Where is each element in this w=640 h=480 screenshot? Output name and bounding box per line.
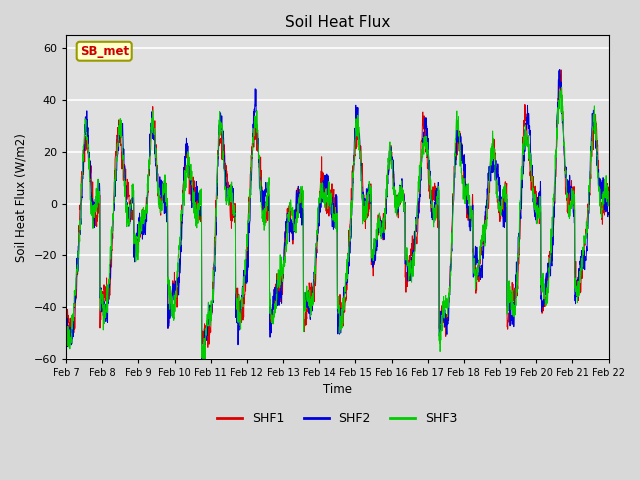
Legend: SHF1, SHF2, SHF3: SHF1, SHF2, SHF3 — [212, 407, 462, 430]
SHF2 — [500, 210, 508, 216]
SHF2 — [116, 123, 124, 129]
Line: SHF3: SHF3 — [66, 87, 609, 366]
SHF2 — [62, 327, 70, 333]
Text: SB_met: SB_met — [79, 45, 129, 58]
SHF3 — [198, 363, 206, 369]
SHF2 — [597, 180, 605, 186]
SHF1 — [605, 186, 612, 192]
SHF3 — [234, 308, 241, 313]
SHF1 — [62, 320, 70, 325]
X-axis label: Time: Time — [323, 384, 352, 396]
SHF2 — [531, 207, 539, 213]
SHF1 — [370, 260, 378, 265]
SHF2 — [605, 212, 612, 217]
Line: SHF2: SHF2 — [66, 70, 609, 368]
SHF1 — [204, 345, 212, 350]
SHF2 — [370, 251, 378, 256]
SHF3 — [500, 185, 508, 191]
Title: Soil Heat Flux: Soil Heat Flux — [285, 15, 390, 30]
SHF3 — [531, 200, 539, 206]
SHF3 — [116, 116, 124, 121]
SHF2 — [556, 67, 564, 72]
Line: SHF1: SHF1 — [66, 70, 609, 348]
SHF3 — [597, 212, 605, 217]
SHF1 — [531, 183, 539, 189]
SHF1 — [597, 200, 605, 205]
SHF3 — [558, 84, 566, 90]
SHF1 — [500, 192, 508, 197]
SHF1 — [557, 67, 565, 73]
SHF1 — [116, 129, 124, 135]
SHF2 — [234, 321, 241, 326]
SHF3 — [62, 320, 70, 326]
SHF1 — [234, 285, 241, 291]
Y-axis label: Soil Heat Flux (W/m2): Soil Heat Flux (W/m2) — [15, 132, 28, 262]
SHF2 — [199, 365, 207, 371]
SHF3 — [605, 194, 612, 200]
SHF3 — [370, 237, 378, 242]
